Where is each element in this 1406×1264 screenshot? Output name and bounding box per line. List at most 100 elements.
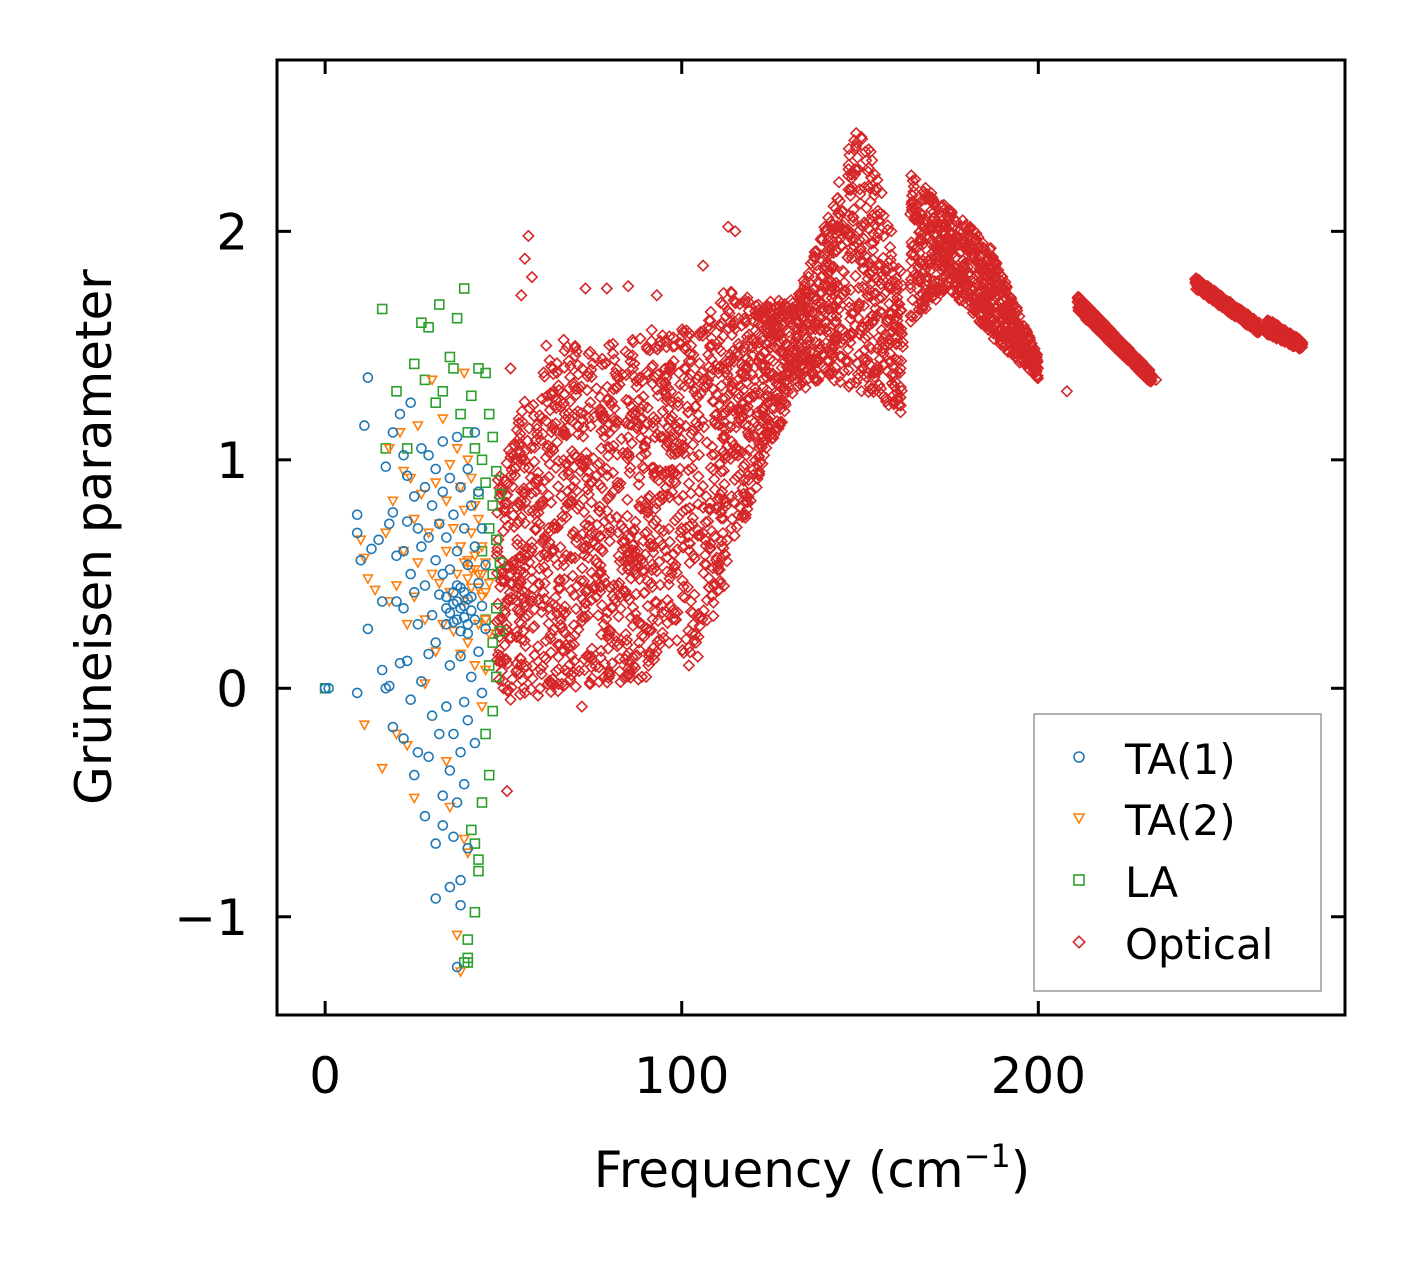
optical-point xyxy=(821,249,835,262)
optical-point xyxy=(551,558,565,572)
optical-point xyxy=(518,453,532,467)
optical-point xyxy=(662,578,676,591)
ta1-point xyxy=(380,461,392,473)
optical-point xyxy=(503,560,517,574)
optical-point xyxy=(510,657,523,670)
optical-point xyxy=(855,384,868,398)
optical-point xyxy=(513,615,526,629)
ta1-point xyxy=(401,470,413,482)
optical-point xyxy=(760,337,773,351)
la-point xyxy=(487,568,499,580)
ta2-point xyxy=(408,793,421,805)
optical-point xyxy=(919,192,932,206)
la-point xyxy=(458,283,470,294)
optical-point xyxy=(620,509,634,523)
optical-point xyxy=(679,419,692,433)
ta1-point xyxy=(448,728,459,740)
optical-point xyxy=(491,541,504,555)
optical-point xyxy=(504,693,517,707)
optical-point xyxy=(736,360,750,374)
optical-point xyxy=(568,341,582,354)
optical-point xyxy=(493,643,506,657)
ta1-point xyxy=(476,687,488,699)
y-axis-label: Grüneisen parameter xyxy=(65,269,123,805)
optical-point xyxy=(870,342,884,355)
optical-point xyxy=(668,606,681,620)
optical-point xyxy=(493,470,507,483)
optical-point xyxy=(829,220,843,234)
optical-point xyxy=(1016,346,1030,360)
optical-point xyxy=(672,424,685,437)
ta1-point xyxy=(469,541,481,552)
ta1-point xyxy=(455,625,466,637)
ta1-point xyxy=(437,790,449,802)
la-point xyxy=(483,408,495,420)
optical-point xyxy=(726,444,740,458)
optical-point xyxy=(714,488,727,501)
optical-point xyxy=(608,593,621,606)
optical-point xyxy=(668,339,682,353)
ta2-point xyxy=(412,558,424,569)
optical-point xyxy=(839,284,852,297)
optical-point xyxy=(813,322,827,336)
optical-point xyxy=(865,154,879,167)
optical-point xyxy=(780,366,794,380)
optical-point xyxy=(929,293,943,306)
ta1-point xyxy=(473,486,484,498)
optical-point xyxy=(500,784,514,798)
optical-point xyxy=(631,416,645,429)
optical-point xyxy=(558,344,571,358)
optical-point xyxy=(632,616,646,630)
optical-point xyxy=(651,614,665,628)
optical-point xyxy=(595,481,609,495)
optical-point xyxy=(571,427,585,441)
optical-point xyxy=(741,400,754,413)
optical-point xyxy=(511,533,524,547)
optical-point xyxy=(584,475,598,489)
optical-point xyxy=(572,664,586,678)
optical-point xyxy=(542,470,556,484)
optical-point xyxy=(847,211,860,224)
optical-point xyxy=(774,415,787,429)
optical-point xyxy=(578,541,592,555)
optical-point xyxy=(603,666,617,679)
optical-point xyxy=(692,607,705,621)
optical-point xyxy=(623,530,637,544)
optical-point xyxy=(593,402,607,416)
optical-point xyxy=(1247,317,1261,330)
optical-point xyxy=(767,328,781,341)
optical-point xyxy=(1011,338,1024,352)
optical-point xyxy=(834,208,847,222)
optical-point xyxy=(678,379,691,393)
optical-point xyxy=(778,385,792,399)
optical-point xyxy=(513,651,527,665)
optical-point xyxy=(663,330,676,343)
optical-point xyxy=(543,457,557,471)
optical-point xyxy=(538,548,552,562)
optical-point xyxy=(756,372,770,386)
optical-point xyxy=(808,249,821,263)
optical-point xyxy=(632,470,646,484)
optical-point xyxy=(614,675,627,689)
optical-point xyxy=(567,376,580,390)
optical-point xyxy=(985,287,998,300)
optical-point xyxy=(857,263,871,276)
optical-point xyxy=(825,340,839,354)
optical-point xyxy=(772,294,786,308)
optical-point xyxy=(1090,320,1104,334)
ta1-point xyxy=(433,589,445,600)
la-point xyxy=(487,500,499,511)
ta1-point xyxy=(408,769,420,781)
optical-point xyxy=(652,474,665,487)
optical-point xyxy=(820,280,834,293)
optical-point xyxy=(993,329,1007,342)
optical-point xyxy=(575,610,589,624)
legend: TA(1) TA(2) LA Optical xyxy=(1033,713,1322,992)
optical-point xyxy=(780,378,794,392)
optical-point xyxy=(504,631,518,645)
optical-point xyxy=(982,299,996,312)
optical-point xyxy=(861,314,875,328)
optical-point xyxy=(802,305,816,319)
optical-point xyxy=(842,296,856,309)
optical-point xyxy=(689,416,703,429)
